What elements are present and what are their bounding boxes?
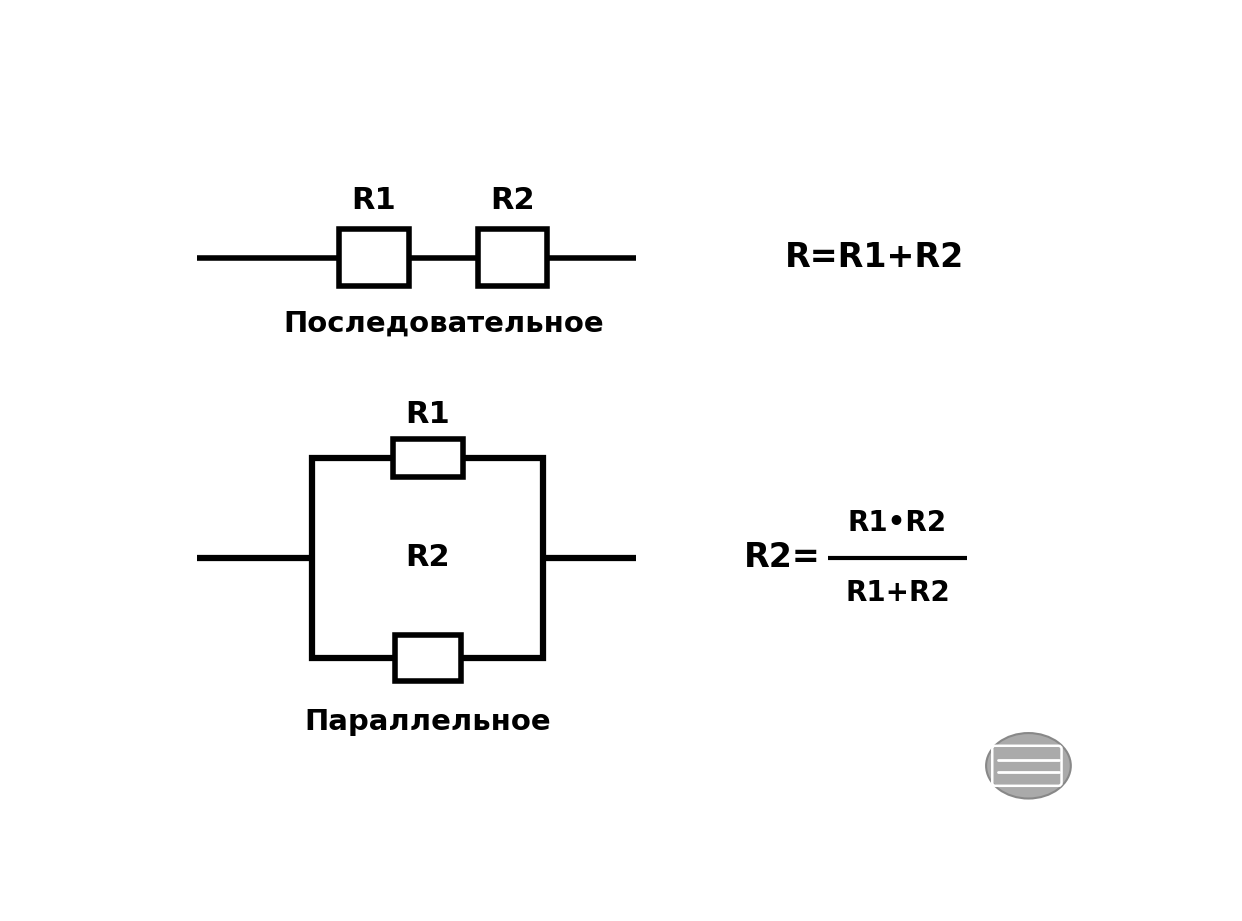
Text: Параллельное: Параллельное — [304, 708, 551, 736]
Text: R1: R1 — [351, 186, 396, 215]
Ellipse shape — [986, 733, 1071, 799]
Text: Последовательное: Последовательное — [283, 309, 604, 338]
Text: R1: R1 — [405, 401, 451, 429]
Bar — [395, 635, 461, 682]
Bar — [339, 228, 409, 286]
Text: R1+R2: R1+R2 — [845, 578, 950, 607]
Text: R2: R2 — [406, 543, 450, 572]
Text: R=R1+R2: R=R1+R2 — [785, 241, 964, 274]
Text: R2=: R2= — [744, 542, 821, 575]
Text: R2: R2 — [491, 186, 535, 215]
Bar — [394, 438, 462, 477]
Bar — [478, 228, 548, 286]
Text: R1•R2: R1•R2 — [848, 509, 948, 537]
Bar — [312, 458, 543, 658]
